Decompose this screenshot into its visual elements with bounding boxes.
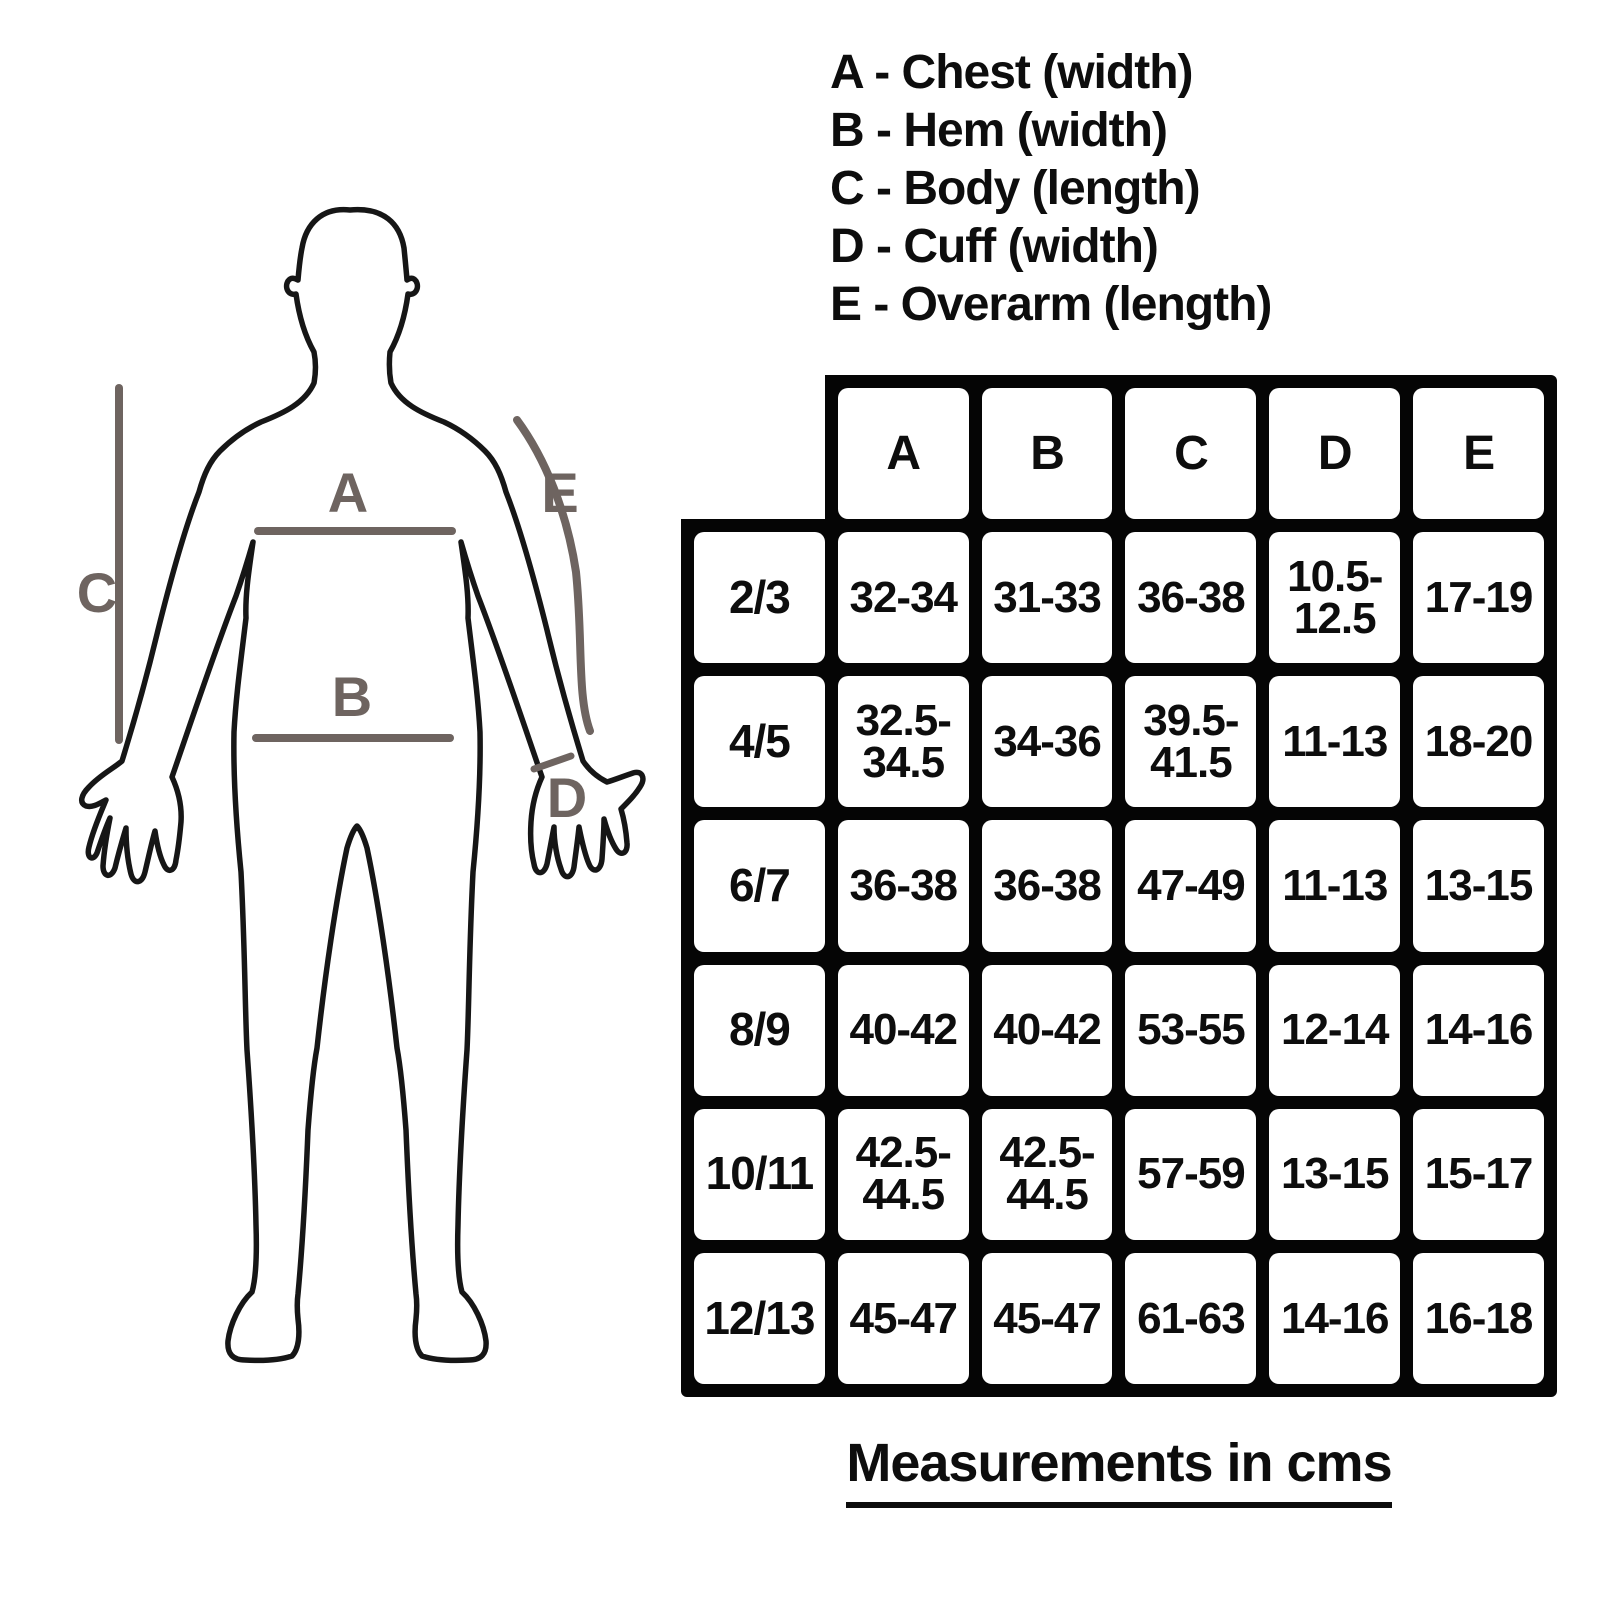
legend-item-b: B - Hem (width) bbox=[830, 104, 1168, 157]
table-cell: 11-13 bbox=[1269, 820, 1401, 952]
body-outline bbox=[79, 206, 646, 1364]
table-cell: 42.5- 44.5 bbox=[837, 1108, 969, 1240]
table-cell: 34-36 bbox=[981, 676, 1113, 808]
table-cell: 40-42 bbox=[837, 964, 969, 1096]
size-cell: 12/13 bbox=[694, 1252, 825, 1384]
table-cell: 11-13 bbox=[1269, 676, 1401, 808]
column-header-b: B bbox=[981, 388, 1113, 520]
size-table: A B C D E 2/3 32-34 31-33 36-38 10.5- 12… bbox=[681, 375, 1557, 1397]
table-cell: 18-20 bbox=[1413, 676, 1544, 808]
table-cell: 42.5- 44.5 bbox=[981, 1108, 1113, 1240]
caption-row: Measurements in cms bbox=[681, 1432, 1557, 1508]
column-header-e: E bbox=[1413, 388, 1544, 520]
table-cell: 15-17 bbox=[1413, 1108, 1544, 1240]
table-cell: 13-15 bbox=[1269, 1108, 1401, 1240]
column-header-d: D bbox=[1269, 388, 1401, 520]
figure-label-a: A bbox=[328, 461, 368, 524]
table-cell: 12-14 bbox=[1269, 964, 1401, 1096]
table-cell: 32.5- 34.5 bbox=[837, 676, 969, 808]
legend-item-a: A - Chest (width) bbox=[830, 46, 1194, 99]
legend-item-e: E - Overarm (length) bbox=[830, 278, 1272, 331]
table-cell: 13-15 bbox=[1413, 820, 1544, 952]
size-cell: 10/11 bbox=[694, 1108, 825, 1240]
figure-label-e: E bbox=[541, 461, 578, 524]
legend-item-d: D - Cuff (width) bbox=[830, 220, 1159, 273]
table-cell: 47-49 bbox=[1125, 820, 1257, 952]
size-cell: 8/9 bbox=[694, 964, 825, 1096]
figure-label-c: C bbox=[77, 561, 117, 624]
measurement-legend: A - Chest (width) B - Hem (width) C - Bo… bbox=[830, 44, 1272, 334]
table-cell: 14-16 bbox=[1269, 1252, 1401, 1384]
table-cell: 45-47 bbox=[837, 1252, 969, 1384]
table-cell: 14-16 bbox=[1413, 964, 1544, 1096]
size-cell: 2/3 bbox=[694, 532, 825, 664]
table-cell: 10.5- 12.5 bbox=[1269, 532, 1401, 664]
table-cell: 36-38 bbox=[837, 820, 969, 952]
figure-label-b: B bbox=[332, 665, 372, 728]
column-header-a: A bbox=[837, 388, 969, 520]
measure-line-d bbox=[530, 752, 575, 773]
measure-line-e bbox=[513, 416, 594, 735]
body-measurement-diagram: A B C D E bbox=[77, 206, 646, 1364]
table-cell: 61-63 bbox=[1125, 1252, 1257, 1384]
table-cell: 57-59 bbox=[1125, 1108, 1257, 1240]
legend-item-c: C - Body (length) bbox=[830, 162, 1201, 215]
size-cell: 6/7 bbox=[694, 820, 825, 952]
table-cell: 17-19 bbox=[1413, 532, 1544, 664]
table-cell: 39.5- 41.5 bbox=[1125, 676, 1257, 808]
table-cell: 36-38 bbox=[1125, 532, 1257, 664]
figure-label-d: D bbox=[547, 766, 587, 829]
table-cell: 53-55 bbox=[1125, 964, 1257, 1096]
table-cell: 45-47 bbox=[981, 1252, 1113, 1384]
table-cell: 32-34 bbox=[837, 532, 969, 664]
column-header-c: C bbox=[1125, 388, 1257, 520]
size-cell: 4/5 bbox=[694, 676, 825, 808]
table-cell: 36-38 bbox=[981, 820, 1113, 952]
table-cell: 31-33 bbox=[981, 532, 1113, 664]
table-corner-notch bbox=[681, 375, 825, 519]
table-cell: 16-18 bbox=[1413, 1252, 1544, 1384]
table-cell: 40-42 bbox=[981, 964, 1113, 1096]
units-caption: Measurements in cms bbox=[846, 1432, 1393, 1508]
